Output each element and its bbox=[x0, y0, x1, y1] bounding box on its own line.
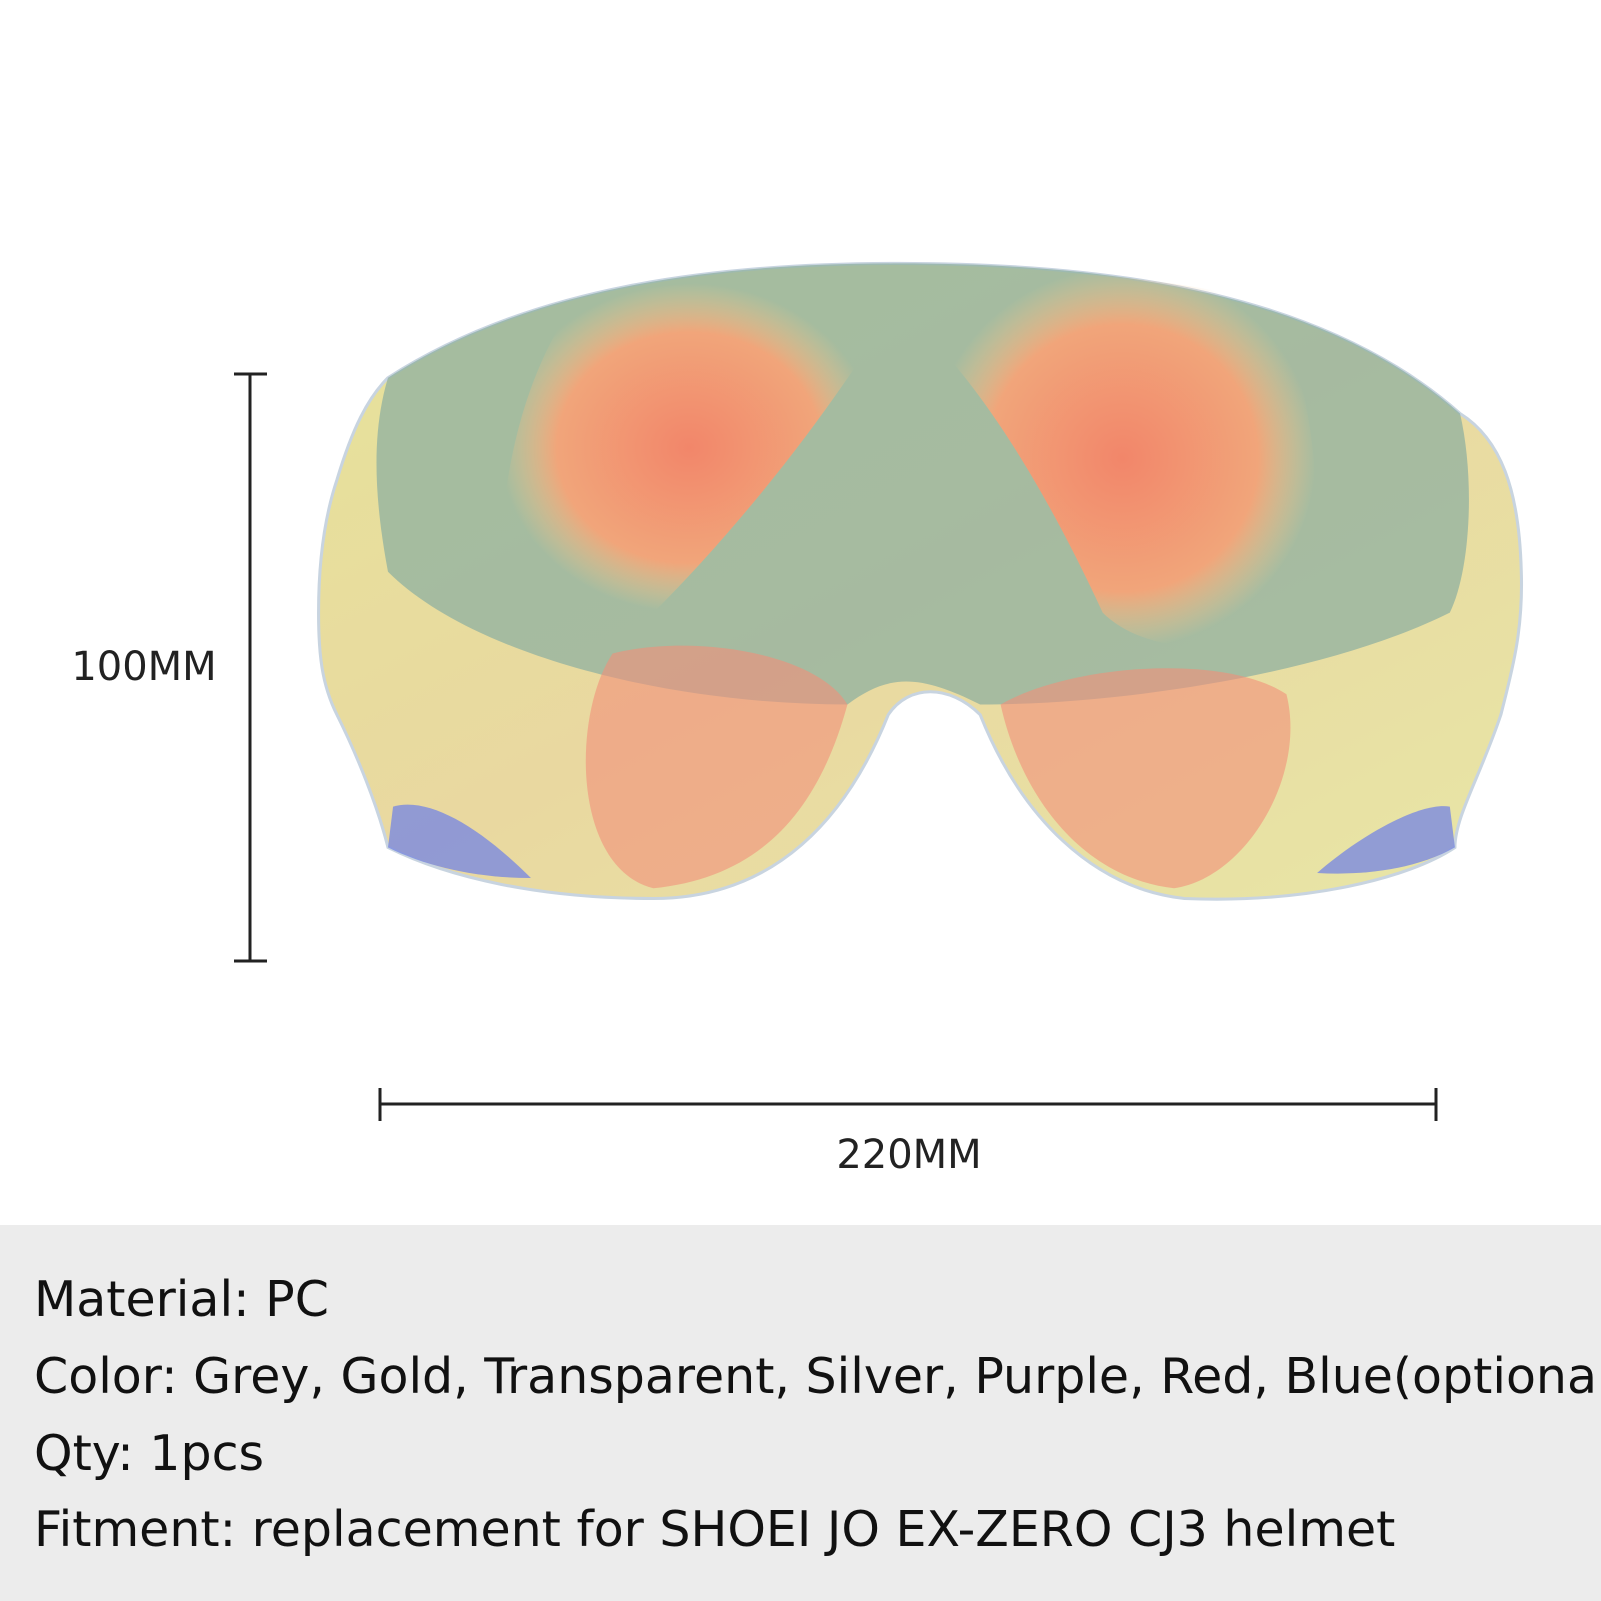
height-label: 100MM bbox=[71, 644, 216, 690]
spec-line: Qty: 1pcs bbox=[34, 1425, 265, 1482]
spec-panel bbox=[0, 1225, 1601, 1601]
product-image: 100MM 220MM bbox=[71, 261, 1524, 1178]
spec-line: Color: Grey, Gold, Transparent, Silver, … bbox=[34, 1348, 1601, 1405]
lens bbox=[317, 261, 1524, 901]
spec-line: Fitment: replacement for SHOEI JO EX-ZER… bbox=[34, 1501, 1396, 1558]
width-label: 220MM bbox=[836, 1132, 981, 1178]
spec-line: Material: PC bbox=[34, 1271, 329, 1328]
